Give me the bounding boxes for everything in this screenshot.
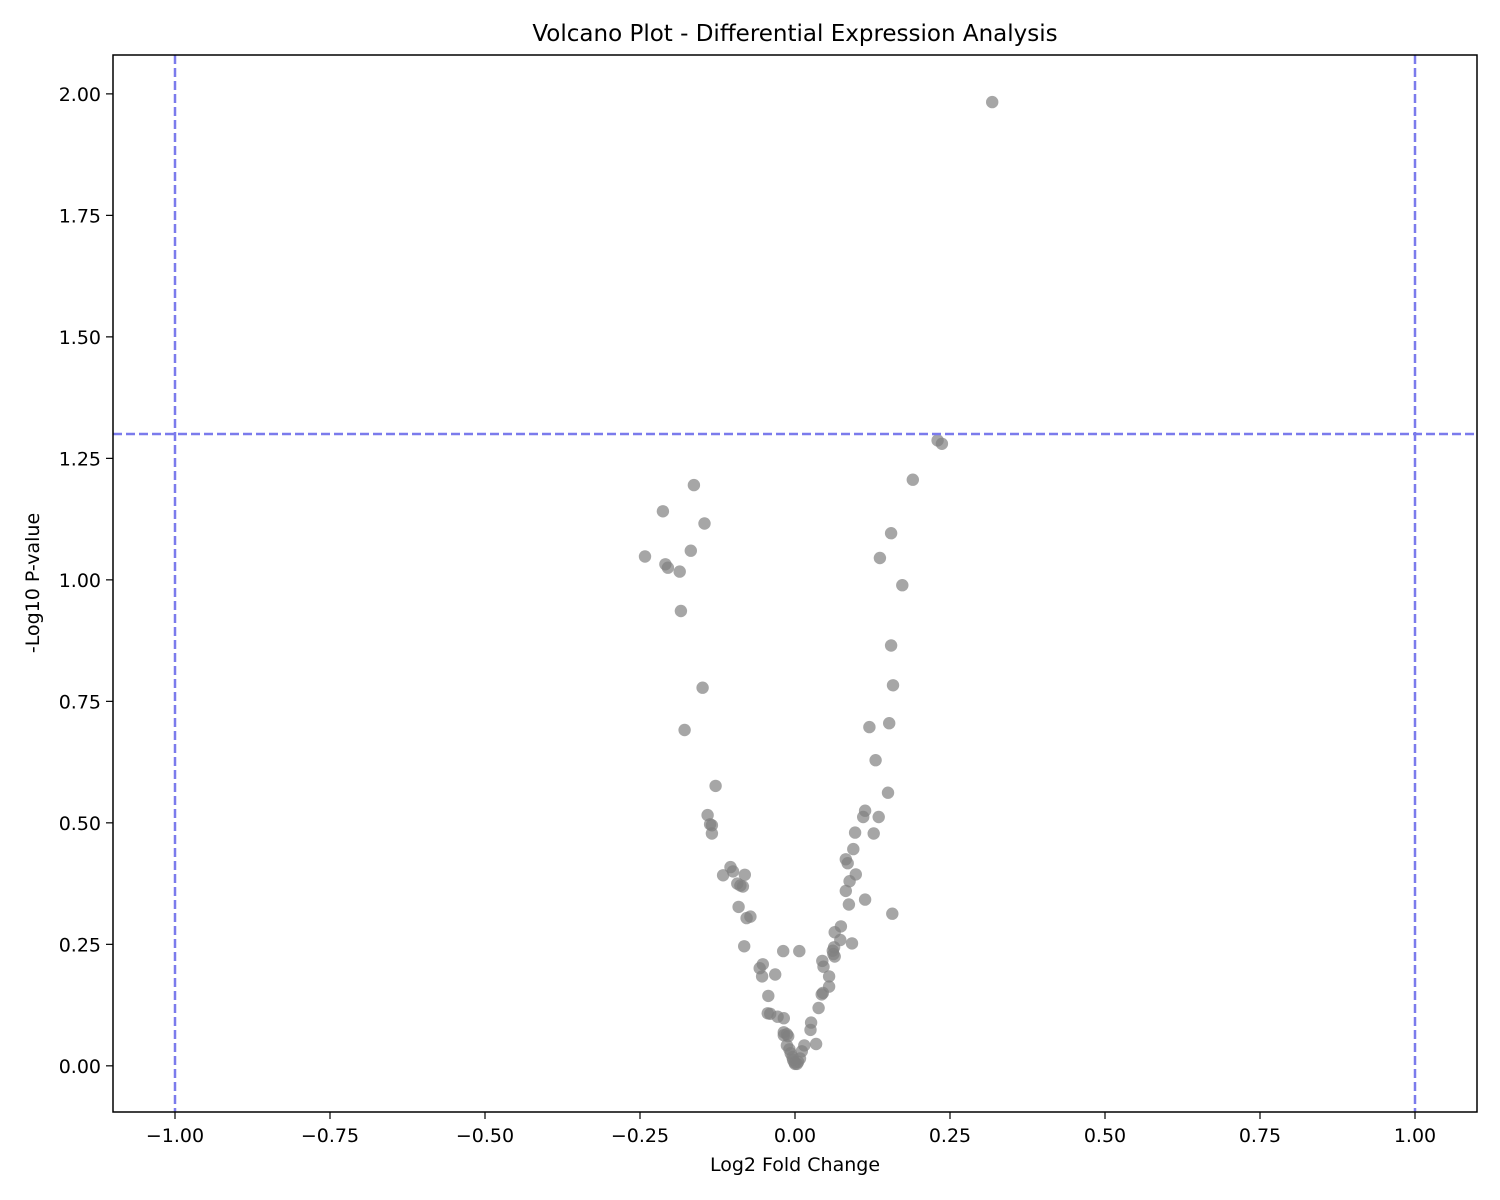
points-layer — [638, 95, 999, 1071]
data-point-73 — [736, 880, 750, 893]
data-point-41 — [812, 1001, 825, 1015]
data-point-8 — [886, 679, 900, 692]
data-point-30 — [845, 937, 859, 950]
data-point-17 — [867, 827, 880, 840]
x-tick-label-2: −0.50 — [456, 1125, 514, 1147]
data-point-20 — [841, 857, 854, 870]
x-tick-label-3: −0.25 — [611, 1125, 669, 1147]
data-point-36 — [817, 960, 830, 973]
data-point-12 — [881, 786, 895, 799]
data-point-77 — [738, 940, 751, 953]
y-tick-label-8: 2.00 — [59, 84, 101, 106]
y-tick-label-5: 1.25 — [59, 448, 101, 470]
data-point-74 — [732, 900, 745, 914]
y-tick-label-0: 0.00 — [59, 1056, 101, 1078]
data-point-25 — [842, 898, 856, 911]
data-point-61 — [678, 723, 691, 737]
data-point-81 — [769, 968, 782, 981]
y-tick-label-3: 0.75 — [59, 691, 101, 713]
data-point-4 — [884, 527, 898, 540]
y-tick-label-2: 0.50 — [59, 813, 101, 835]
y-axis-title: -Log10 P-value — [22, 513, 44, 653]
x-tick-label-1: −0.75 — [301, 1125, 359, 1147]
data-point-6 — [896, 579, 909, 592]
data-point-76 — [740, 911, 753, 925]
data-point-68 — [726, 865, 740, 878]
data-point-69 — [738, 868, 751, 881]
data-point-83 — [762, 989, 775, 1003]
data-point-58 — [673, 565, 686, 578]
x-tick-label-0: −1.00 — [146, 1125, 204, 1147]
data-point-51 — [687, 478, 701, 492]
data-point-16 — [848, 826, 862, 839]
data-point-5 — [873, 551, 887, 565]
data-point-14 — [857, 810, 870, 824]
data-point-44 — [809, 1037, 823, 1051]
data-point-15 — [872, 810, 885, 824]
data-point-26 — [886, 907, 899, 920]
data-point-52 — [656, 505, 670, 518]
data-point-57 — [661, 561, 675, 574]
y-axis: 0.00 0.25 0.50 0.75 1.00 1.25 1.50 1.75 2.00 — [59, 84, 113, 1078]
data-point-2 — [935, 437, 949, 450]
y-tick-label-6: 1.50 — [59, 327, 101, 349]
x-tick-label-4: 0.00 — [774, 1125, 816, 1147]
data-point-37 — [822, 970, 836, 983]
data-point-24 — [858, 893, 872, 906]
data-point-0 — [986, 95, 999, 109]
x-tick-label-6: 0.50 — [1084, 1125, 1126, 1147]
chart-title: Volcano Plot - Differential Expression A… — [532, 21, 1057, 47]
data-point-53 — [698, 517, 711, 530]
data-point-87 — [777, 1012, 790, 1025]
data-point-55 — [638, 550, 652, 563]
y-tick-label-4: 1.00 — [59, 570, 101, 592]
data-point-78 — [777, 944, 790, 958]
data-point-23 — [839, 884, 852, 898]
data-point-66 — [705, 827, 719, 840]
data-point-43 — [804, 1023, 817, 1037]
data-point-7 — [884, 639, 898, 652]
data-point-22 — [843, 875, 856, 888]
data-point-18 — [847, 842, 860, 856]
data-point-11 — [869, 754, 882, 767]
data-point-54 — [684, 544, 697, 557]
x-tick-label-8: 1.00 — [1394, 1125, 1436, 1147]
data-point-82 — [755, 970, 769, 983]
x-tick-label-7: 0.75 — [1239, 1125, 1281, 1147]
data-point-62 — [709, 779, 722, 793]
y-tick-label-7: 1.75 — [59, 205, 101, 227]
data-point-9 — [883, 717, 896, 730]
x-axis-title: Log2 Fold Change — [710, 1154, 880, 1176]
data-point-70 — [716, 869, 730, 882]
data-point-10 — [863, 720, 876, 734]
threshold-layer — [113, 55, 1477, 1112]
data-point-98 — [788, 1057, 802, 1071]
data-point-40 — [815, 988, 828, 1001]
data-point-3 — [906, 473, 919, 486]
data-point-59 — [674, 604, 688, 618]
data-point-91 — [782, 1030, 795, 1043]
data-point-34 — [828, 950, 841, 963]
data-point-60 — [696, 681, 709, 694]
data-point-50 — [793, 944, 806, 958]
x-tick-label-5: 0.25 — [929, 1125, 971, 1147]
y-tick-label-1: 0.25 — [59, 934, 101, 956]
x-axis: −1.00 −0.75 −0.50 −0.25 0.00 0.25 0.50 0.75 1.00 — [146, 1112, 1436, 1147]
